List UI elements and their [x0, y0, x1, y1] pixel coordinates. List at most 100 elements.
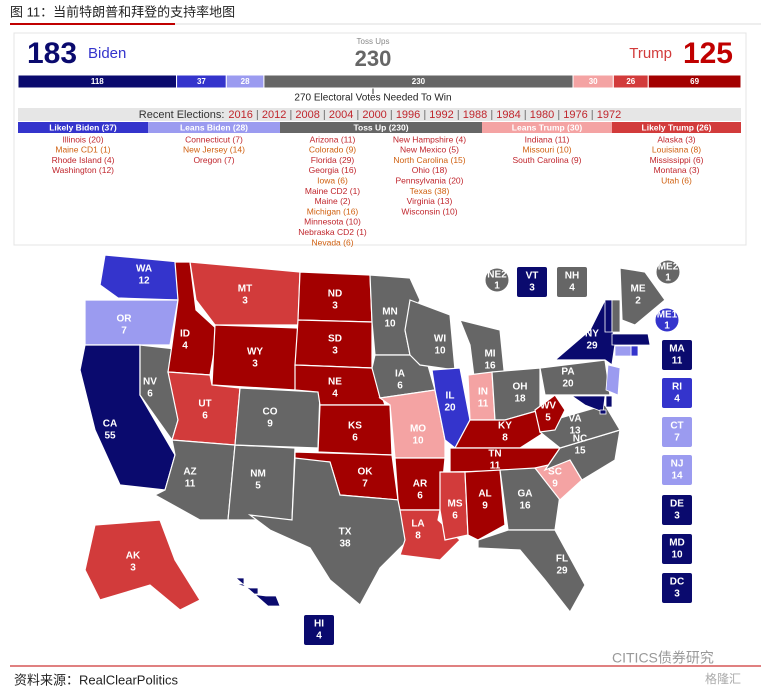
state-abbr: LA — [411, 519, 424, 530]
column-title: Leans Biden (28) — [180, 122, 248, 132]
state-ev: 38 — [339, 539, 351, 550]
district-abbr: ME2 — [658, 262, 679, 273]
state-ev: 18 — [514, 394, 526, 405]
state-shape — [611, 333, 651, 346]
state-shape — [189, 261, 301, 326]
state-abbr: CO — [263, 407, 278, 418]
state-ev: 10 — [671, 550, 683, 561]
state-ev: 3 — [252, 359, 258, 370]
state-ev: 6 — [397, 381, 403, 392]
bar-segment — [647, 74, 742, 89]
election-year: 2000 — [362, 109, 386, 121]
state-ev: 4 — [569, 283, 575, 294]
state-shape — [611, 299, 621, 333]
state-abbr: SC — [548, 467, 562, 478]
state-shape — [247, 457, 409, 606]
state-ev: 55 — [104, 431, 116, 442]
figure-title: 图 11：当前特朗普和拜登的支持率地图 — [10, 4, 235, 19]
state-shape — [605, 395, 613, 408]
state-abbr: IL — [446, 391, 455, 402]
state-shape — [399, 509, 461, 561]
state-abbr: GA — [518, 489, 533, 500]
state-shape — [599, 409, 607, 415]
state-ev: 2 — [635, 296, 641, 307]
district-ev: 1 — [494, 281, 500, 292]
column-header — [148, 122, 280, 133]
segment-label: 26 — [626, 77, 635, 86]
state-ev: 16 — [484, 361, 496, 372]
segment-label: 230 — [412, 77, 426, 86]
state-shape — [234, 387, 321, 449]
state-ev: 3 — [130, 563, 136, 574]
column-item: Nebraska CD2 (1) — [298, 227, 367, 237]
state-abbr: AR — [413, 479, 428, 490]
state-abbr: NE — [328, 377, 342, 388]
state-ev: 7 — [121, 326, 127, 337]
state-box — [517, 267, 547, 297]
column-item: Missouri (10) — [522, 145, 571, 155]
state-abbr: KY — [498, 421, 512, 432]
state-ev: 6 — [147, 389, 153, 400]
state-abbr: RI — [672, 382, 682, 393]
election-year: 2004 — [329, 109, 353, 121]
state-ev: 4 — [674, 394, 680, 405]
state-abbr: ID — [180, 329, 190, 340]
state-shape — [604, 299, 613, 333]
state-abbr: OK — [358, 467, 374, 478]
state-ev: 6 — [452, 511, 458, 522]
state-shape — [234, 577, 281, 607]
state-box — [662, 378, 692, 408]
state-shape — [539, 359, 611, 396]
column-title: Leans Trump (30) — [512, 122, 583, 132]
column-item: Rhode Island (4) — [52, 155, 115, 165]
column-item: Minnesota (10) — [304, 217, 361, 227]
state-abbr: NY — [585, 329, 599, 340]
state-abbr: MT — [238, 284, 252, 295]
column-item: Mississippi (6) — [650, 155, 704, 165]
state-ev: 3 — [332, 346, 338, 357]
column-item: Nevada (6) — [311, 237, 353, 247]
state-abbr: WV — [540, 401, 556, 412]
district-ev: 1 — [665, 273, 671, 284]
state-shape — [84, 299, 179, 346]
election-year: 1984 — [496, 109, 520, 121]
column-item: Washington (12) — [52, 165, 114, 175]
election-year: 1992 — [429, 109, 453, 121]
state-abbr: IA — [395, 369, 405, 380]
state-abbr: MS — [448, 499, 463, 510]
column-item: Maine CD2 (1) — [305, 186, 360, 196]
state-ev: 4 — [182, 341, 188, 352]
column-title: Likely Trump (26) — [642, 122, 712, 132]
state-shape — [439, 471, 469, 541]
column-item: Illinois (20) — [62, 134, 103, 144]
state-shape — [534, 394, 566, 433]
segment-label: 30 — [589, 77, 598, 86]
state-ev: 3 — [674, 589, 680, 600]
state-abbr: WA — [136, 264, 152, 275]
needed-label: 270 Electoral Votes Needed To Win — [294, 93, 451, 104]
state-ev: 3 — [674, 511, 680, 522]
column-item: Georgia (16) — [309, 165, 357, 175]
state-ev: 16 — [519, 501, 531, 512]
state-ev: 3 — [529, 283, 535, 294]
column-item: Arizona (11) — [310, 134, 356, 144]
column-item: Connecticut (7) — [185, 134, 243, 144]
state-abbr: IN — [478, 387, 488, 398]
state-box — [557, 267, 587, 297]
state-abbr: NC — [573, 434, 587, 445]
state-abbr: VA — [568, 414, 581, 425]
column-item: Maine CD1 (1) — [55, 145, 110, 155]
toss-total: 230 — [355, 46, 392, 71]
column-item: Colorado (9) — [309, 145, 356, 155]
column-item: Iowa (6) — [317, 175, 348, 185]
state-ev: 13 — [569, 426, 581, 437]
column-header — [612, 122, 741, 133]
state-shape — [619, 267, 666, 326]
state-shape — [614, 345, 632, 357]
state-abbr: ND — [328, 289, 342, 300]
state-ev: 29 — [556, 566, 568, 577]
district-abbr: ME1 — [657, 310, 678, 321]
election-year: 2016 — [228, 109, 252, 121]
state-ev: 6 — [202, 411, 208, 422]
state-ev: 9 — [552, 479, 558, 490]
